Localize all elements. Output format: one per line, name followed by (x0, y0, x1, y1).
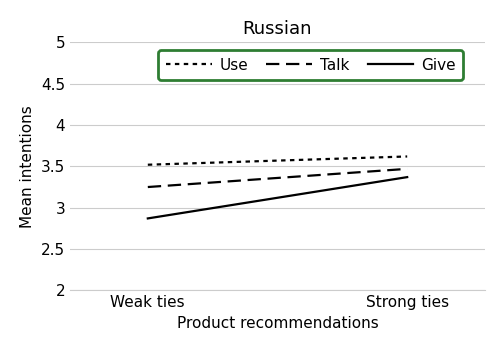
Y-axis label: Mean intentions: Mean intentions (20, 105, 36, 228)
Legend: Use, Talk, Give: Use, Talk, Give (158, 50, 464, 80)
Title: Russian: Russian (243, 20, 312, 38)
X-axis label: Product recommendations: Product recommendations (176, 316, 378, 331)
